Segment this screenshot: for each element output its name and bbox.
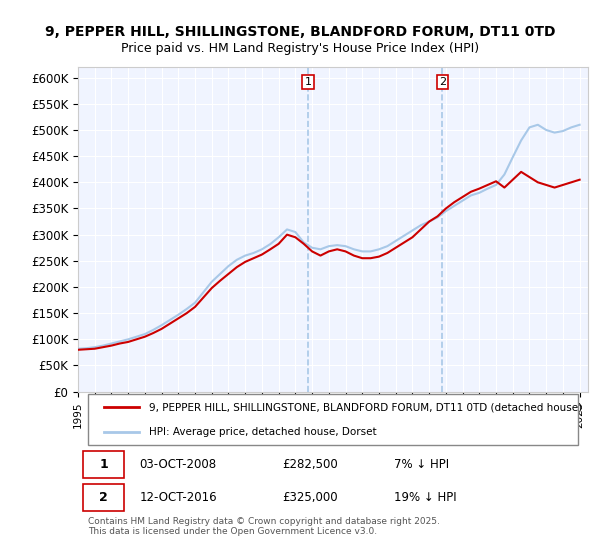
FancyBboxPatch shape — [88, 394, 578, 445]
Text: £282,500: £282,500 — [282, 458, 338, 471]
Text: 12-OCT-2016: 12-OCT-2016 — [139, 491, 217, 504]
Text: 2: 2 — [439, 77, 446, 87]
Text: 1: 1 — [304, 77, 311, 87]
Text: 9, PEPPER HILL, SHILLINGSTONE, BLANDFORD FORUM, DT11 0TD (detached house): 9, PEPPER HILL, SHILLINGSTONE, BLANDFORD… — [149, 402, 583, 412]
FancyBboxPatch shape — [83, 484, 124, 511]
Text: 03-OCT-2008: 03-OCT-2008 — [139, 458, 217, 471]
Text: HPI: Average price, detached house, Dorset: HPI: Average price, detached house, Dors… — [149, 427, 377, 437]
Text: 7% ↓ HPI: 7% ↓ HPI — [394, 458, 449, 471]
Text: 9, PEPPER HILL, SHILLINGSTONE, BLANDFORD FORUM, DT11 0TD: 9, PEPPER HILL, SHILLINGSTONE, BLANDFORD… — [45, 25, 555, 39]
Text: 19% ↓ HPI: 19% ↓ HPI — [394, 491, 457, 504]
Text: 2: 2 — [99, 491, 108, 504]
Text: 1: 1 — [99, 458, 108, 471]
FancyBboxPatch shape — [83, 451, 124, 478]
Text: £325,000: £325,000 — [282, 491, 338, 504]
Text: Contains HM Land Registry data © Crown copyright and database right 2025.
This d: Contains HM Land Registry data © Crown c… — [88, 517, 440, 536]
Text: Price paid vs. HM Land Registry's House Price Index (HPI): Price paid vs. HM Land Registry's House … — [121, 42, 479, 55]
